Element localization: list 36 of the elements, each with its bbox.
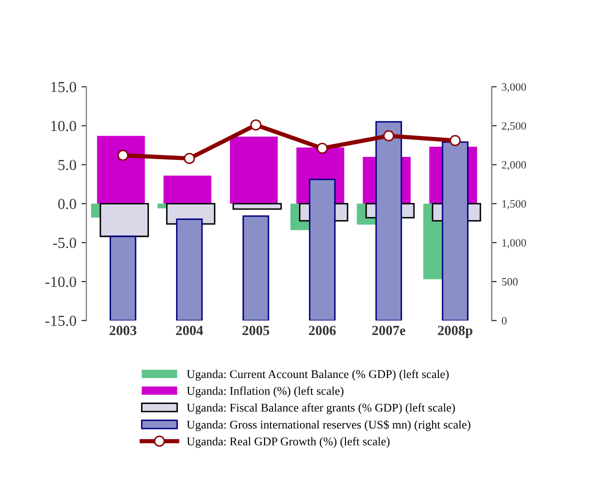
point	[316, 142, 328, 154]
x-tick-label: 2007e	[372, 326, 406, 336]
y2-tick-label: 0	[502, 316, 507, 324]
point	[450, 134, 461, 146]
bar	[242, 215, 270, 321]
x-tick-label: 2003	[110, 326, 136, 336]
x-tick-label: 2004	[176, 326, 204, 336]
y2-tick-label: 1,000	[502, 239, 526, 248]
legend-label: Uganda: Real GDP Growth (%) (left scale)	[186, 437, 390, 448]
y-tick-label: 5.0	[58, 160, 76, 170]
bar	[97, 136, 145, 204]
y-tick-label: 15.0	[51, 82, 76, 92]
y2-tick-label: 3,000	[502, 83, 526, 92]
y-tick-label: -10.0	[45, 276, 76, 288]
x-tick-label: 2005	[242, 326, 270, 336]
bar	[232, 202, 282, 210]
legend-label: Uganda: Current Account Balance (% GDP) (left scale)	[186, 370, 449, 381]
x-tick-label: 2008p	[438, 326, 472, 338]
y-tick-label: -5.0	[53, 238, 76, 248]
legend-label: Uganda: Gross international reserves (US$ mn) (right scale)	[186, 420, 470, 432]
point	[250, 119, 262, 130]
point	[383, 130, 394, 142]
bar	[230, 136, 278, 204]
legend-label: Uganda: Inflation (%) (left scale)	[186, 386, 344, 398]
x-tick-label: 2006	[308, 326, 336, 336]
point	[117, 150, 129, 161]
point	[184, 152, 195, 164]
y2-tick-label: 2,000	[502, 161, 526, 170]
y-tick-label: -15.0	[45, 316, 76, 326]
y-tick-label: 0.0	[58, 198, 76, 210]
y2-tick-label: 500	[502, 278, 518, 286]
legend-label: Uganda: Fiscal Balance after grants (% GDP) (left scale)	[186, 403, 455, 414]
bar	[163, 176, 212, 204]
y2-tick-label: 2,500	[502, 122, 526, 132]
y2-tick-label: 1,500	[502, 200, 526, 210]
y-tick-label: 10.0	[51, 120, 76, 132]
